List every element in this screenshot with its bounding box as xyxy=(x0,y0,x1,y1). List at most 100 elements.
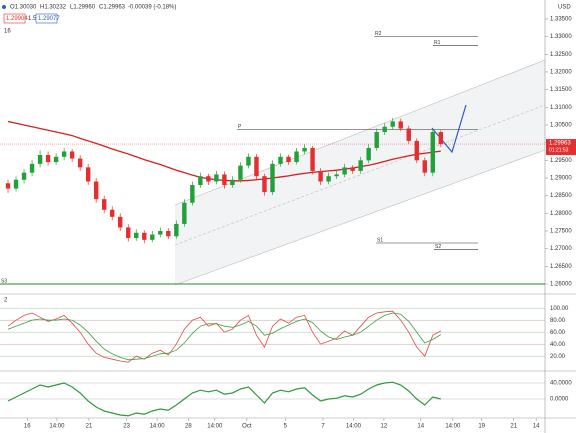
x-tick-label: 12 xyxy=(381,424,388,430)
candle-body xyxy=(126,227,131,239)
candle-body xyxy=(142,232,147,240)
pivot-label: S3 xyxy=(1,278,7,284)
candle-body xyxy=(29,163,35,173)
pivot-label: P xyxy=(238,124,242,130)
candle-body xyxy=(198,176,203,186)
candle-body xyxy=(53,156,59,163)
candle-body xyxy=(166,230,171,237)
candle-body xyxy=(438,132,444,145)
x-tick-label: 19 xyxy=(478,424,485,430)
candle-body xyxy=(366,147,371,161)
candle-body xyxy=(110,209,115,217)
ask[interactable]: 1.29077 xyxy=(38,16,60,22)
y-tick-label: 1.31000 xyxy=(550,105,572,111)
x-tick-label: 14:00 xyxy=(150,424,166,430)
y-tick-label: 1.31500 xyxy=(550,87,572,93)
candle-body xyxy=(310,147,315,171)
x-tick-label: 16 xyxy=(24,424,31,430)
candle-body xyxy=(69,151,75,159)
candle-body xyxy=(61,151,67,157)
price-label: 1.29963 xyxy=(549,141,571,147)
oscillator-label: 2 xyxy=(4,298,8,304)
x-tick-label: 28 xyxy=(185,424,192,430)
candle-body xyxy=(358,160,363,171)
x-tick-label: 14:00 xyxy=(445,424,461,430)
y-tick-label: 1.33500 xyxy=(550,17,572,23)
candle-body xyxy=(5,183,11,189)
x-tick-label: 14:00 xyxy=(49,424,65,430)
candle-body xyxy=(246,156,251,166)
candle-body xyxy=(206,176,211,182)
x-tick-label: 14:00 xyxy=(346,424,362,430)
candle-body xyxy=(101,199,107,210)
y-tick-label: 0.0000 xyxy=(550,397,569,403)
countdown: 01:21:53 xyxy=(549,147,569,153)
pivot-label: R1 xyxy=(434,40,441,46)
y-tick-label: 100.00 xyxy=(550,306,569,312)
candle-body xyxy=(334,174,339,177)
candle-body xyxy=(414,140,419,161)
period: 16 xyxy=(4,29,11,35)
pivot-label: R2 xyxy=(375,31,382,37)
pivot-label: S1 xyxy=(377,237,383,243)
candle-body xyxy=(230,179,235,186)
candle-body xyxy=(254,156,259,177)
y-tick-label: 1.29500 xyxy=(550,158,572,164)
low: L1.29960 xyxy=(70,5,96,11)
y-tick-label: 1.27000 xyxy=(550,246,572,252)
y-tick-label: 1.32500 xyxy=(550,52,572,58)
candle-body xyxy=(430,132,435,173)
y-tick-label: 20.00 xyxy=(550,354,566,360)
y-tick-label: 1.33000 xyxy=(550,34,572,40)
bid[interactable]: 1.29904 xyxy=(6,16,28,22)
candle-body xyxy=(294,151,299,163)
x-tick-label: 14 xyxy=(533,424,540,430)
open: O1.30030 xyxy=(10,5,37,11)
y-tick-label: 1.29000 xyxy=(550,176,572,182)
candle-body xyxy=(21,172,27,180)
y-tick-label: 80.00 xyxy=(550,318,566,324)
price-box xyxy=(546,139,576,156)
spread: 1.5 xyxy=(28,16,37,22)
currency: USD xyxy=(558,5,571,11)
y-tick-label: 1.27500 xyxy=(550,229,572,235)
candle-body xyxy=(174,223,179,237)
channel-line xyxy=(174,149,546,286)
high: H1.30232 xyxy=(40,5,67,11)
momentum-line xyxy=(7,381,441,417)
candle-body xyxy=(278,156,283,164)
y-tick-label: 1.32000 xyxy=(550,70,572,76)
candle-body xyxy=(422,160,427,173)
x-tick-label: Oct xyxy=(242,424,252,430)
bid-box[interactable] xyxy=(3,13,26,24)
y-tick-label: 1.26500 xyxy=(550,264,572,270)
channel-line xyxy=(174,104,546,246)
channel-fill xyxy=(175,60,545,285)
candle-body xyxy=(13,179,19,189)
candle-body xyxy=(214,174,219,182)
candle-body xyxy=(190,185,195,203)
candle-body xyxy=(398,121,403,129)
x-tick-label: 21 xyxy=(86,424,93,430)
close: C1.29963 xyxy=(99,5,126,11)
status-dot xyxy=(2,5,6,9)
candle-body xyxy=(118,216,123,228)
change: -0.00039 (-0.18%) xyxy=(128,5,176,11)
y-tick-label: 1.26000 xyxy=(550,282,572,288)
candle-body xyxy=(286,156,291,163)
candle-body xyxy=(302,147,307,152)
marks xyxy=(0,36,545,285)
candle-body xyxy=(150,234,155,240)
candle-body xyxy=(318,170,323,182)
candle-body xyxy=(390,121,395,127)
candle-body xyxy=(37,155,43,164)
candle-body xyxy=(85,167,91,182)
x-tick-label: 14:00 xyxy=(207,424,223,430)
candle-body xyxy=(222,174,227,186)
x-tick-label: 7 xyxy=(321,424,325,430)
ask-box[interactable] xyxy=(35,13,58,24)
oscillator-line xyxy=(7,312,442,361)
candle-body xyxy=(326,176,331,182)
candle-body xyxy=(93,181,99,200)
